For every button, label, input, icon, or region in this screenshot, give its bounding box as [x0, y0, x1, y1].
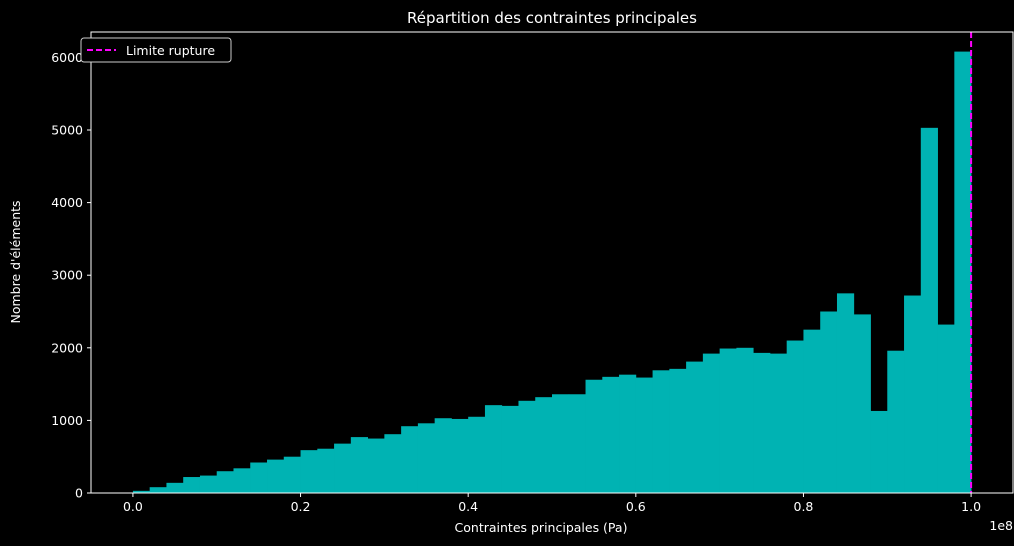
histogram-bar	[602, 376, 620, 493]
histogram-bar	[434, 418, 452, 493]
y-tick-label: 2000	[51, 340, 83, 355]
histogram-bar	[367, 438, 385, 493]
histogram-bar	[350, 437, 368, 493]
histogram-bar	[417, 423, 436, 493]
histogram-bar	[719, 348, 737, 493]
histogram-bar	[468, 416, 486, 493]
histogram-bar	[149, 487, 167, 493]
histogram-bar	[753, 352, 771, 493]
histogram-bar	[904, 295, 922, 493]
histogram-bar	[853, 314, 871, 493]
y-axis-label: Nombre d'éléments	[8, 200, 23, 323]
histogram-bar	[250, 462, 268, 493]
legend-box	[80, 37, 232, 63]
histogram-bar	[736, 347, 754, 493]
histogram-bar	[267, 459, 285, 493]
histogram-bar	[317, 448, 335, 493]
histogram-bar	[769, 353, 788, 493]
histogram-bar	[535, 397, 553, 493]
histogram-bar	[233, 468, 251, 493]
histogram-bar	[501, 405, 519, 493]
histogram-bar	[820, 311, 838, 493]
histogram-bar	[384, 434, 402, 493]
histogram-bar	[199, 475, 218, 493]
x-tick-label: 0.6	[626, 499, 646, 514]
x-tick-label: 0.8	[794, 499, 814, 514]
x-axis-offset-label: 1e8	[989, 518, 1013, 533]
histogram-bar	[803, 329, 821, 493]
y-tick-label: 1000	[51, 413, 83, 428]
y-axis-ticks: 0 1000 2000 3000 4000 5000 6000	[51, 50, 91, 501]
histogram-bar	[451, 418, 469, 493]
x-tick-label: 0.0	[123, 499, 143, 514]
legend: Limite rupture	[80, 37, 232, 63]
y-tick-label: 0	[75, 486, 83, 501]
histogram-bar	[283, 456, 301, 493]
y-tick-label: 4000	[51, 195, 83, 210]
histogram-bar	[954, 51, 972, 494]
y-tick-label: 5000	[51, 123, 83, 138]
histogram-bar	[552, 394, 570, 493]
x-tick-label: 1.0	[961, 499, 981, 514]
histogram-bar	[887, 350, 905, 493]
histogram-bar	[870, 410, 888, 493]
histogram-bar	[585, 379, 603, 493]
histogram-bar	[702, 353, 721, 493]
histogram-bar	[635, 377, 653, 493]
histogram-bar	[334, 443, 352, 493]
x-tick-label: 0.2	[291, 499, 311, 514]
histogram-bar	[786, 340, 804, 493]
y-tick-label: 3000	[51, 268, 83, 283]
histogram-bar	[401, 426, 419, 493]
y-tick-label: 6000	[51, 50, 83, 65]
histogram-bar	[920, 127, 938, 493]
histogram-bar	[568, 394, 586, 493]
histogram-bar	[669, 368, 687, 493]
histogram-bar	[652, 370, 670, 493]
chart-title: Répartition des contraintes principales	[407, 9, 697, 27]
x-tick-label: 0.4	[458, 499, 478, 514]
histogram-bar	[166, 482, 184, 493]
plot-frame	[90, 31, 1014, 494]
x-axis-label: Contraintes principales (Pa)	[455, 520, 628, 535]
histogram-bar	[619, 374, 637, 493]
histogram-bar	[518, 400, 536, 493]
histogram-bar	[300, 450, 318, 493]
legend-limit-label: Limite rupture	[126, 43, 215, 58]
x-axis-ticks: 0.0 0.2 0.4 0.6 0.8 1.0	[123, 493, 981, 514]
histogram-bar	[132, 490, 151, 493]
histogram-bars	[132, 51, 972, 494]
histogram-bar	[836, 293, 855, 493]
histogram-bar	[937, 324, 955, 493]
histogram-bar	[686, 361, 704, 493]
histogram-bar	[183, 477, 201, 493]
histogram-bar	[216, 471, 234, 493]
histogram-bar	[484, 405, 503, 493]
